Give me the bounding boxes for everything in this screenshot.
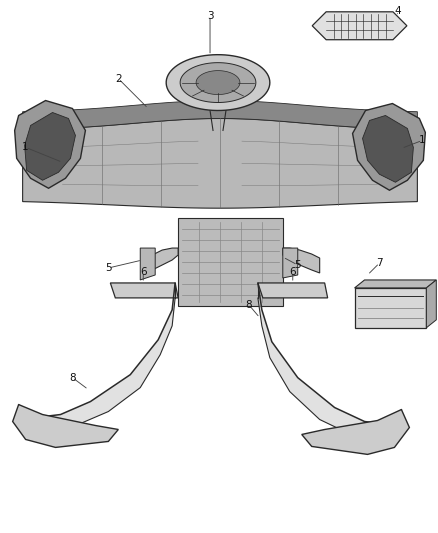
Polygon shape (302, 409, 410, 455)
Polygon shape (23, 118, 417, 208)
Text: 3: 3 (207, 11, 213, 21)
Text: 8: 8 (69, 373, 76, 383)
Text: 7: 7 (376, 258, 383, 268)
Text: 5: 5 (294, 260, 301, 270)
Polygon shape (19, 283, 175, 426)
Text: 2: 2 (115, 74, 122, 84)
Polygon shape (14, 101, 85, 188)
Polygon shape (13, 405, 118, 447)
Polygon shape (178, 218, 283, 306)
Polygon shape (110, 283, 178, 298)
Polygon shape (196, 71, 240, 94)
Polygon shape (355, 288, 426, 328)
Polygon shape (166, 55, 270, 110)
Text: 4: 4 (394, 6, 401, 16)
Text: 1: 1 (22, 142, 29, 152)
Polygon shape (140, 248, 155, 280)
Polygon shape (148, 248, 178, 272)
Polygon shape (258, 283, 401, 434)
Polygon shape (283, 248, 320, 273)
Text: 8: 8 (246, 300, 252, 310)
Polygon shape (258, 283, 328, 298)
Text: 1: 1 (419, 135, 426, 146)
Polygon shape (363, 116, 413, 182)
Text: 6: 6 (140, 267, 147, 277)
Polygon shape (355, 280, 436, 288)
Polygon shape (180, 63, 256, 102)
Polygon shape (23, 101, 417, 130)
Text: 6: 6 (290, 267, 296, 277)
Polygon shape (25, 112, 75, 180)
Polygon shape (312, 12, 407, 40)
Text: 5: 5 (105, 263, 112, 273)
Polygon shape (283, 248, 298, 278)
Polygon shape (426, 280, 436, 328)
Polygon shape (353, 103, 425, 190)
